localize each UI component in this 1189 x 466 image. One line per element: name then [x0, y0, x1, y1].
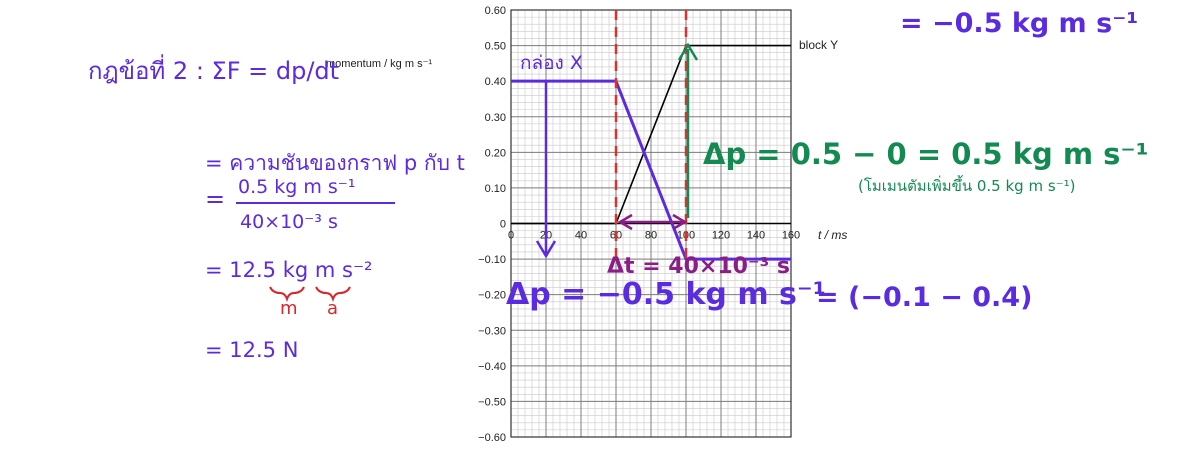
- slope-statement: = ความชันของกราฟ p กับ t: [205, 151, 465, 175]
- series-line-block-x: [511, 79, 791, 261]
- y-tick-label: −0.30: [478, 325, 506, 337]
- newton-step: = 12.5 N: [205, 338, 298, 362]
- y-tick-label: 0.30: [485, 112, 506, 124]
- purple-annotations: กล่อง X: [520, 52, 583, 259]
- fraction-denominator: 40×10⁻³ s: [240, 211, 338, 233]
- x-tick-label: 120: [712, 230, 730, 242]
- left-derivation: กฎข้อที่ 2 : ΣF = dp/dt = ความชันของกราฟ…: [88, 54, 465, 362]
- delta-t-text: Δt = 40×10⁻³ s: [607, 254, 790, 279]
- green-annotations: Δp = 0.5 − 0 = 0.5 kg m s⁻¹ (โมเมนตัมเพิ…: [677, 42, 1148, 218]
- legend-label-block-y: block Y: [799, 38, 838, 52]
- green-up-arrow-head: [677, 42, 699, 61]
- y-tick-label: −0.20: [478, 290, 506, 302]
- series-line-block-y: [511, 44, 791, 225]
- x-tick-label: 140: [747, 230, 765, 242]
- x-axis-label: t / ms: [818, 228, 847, 242]
- purple-down-arrow-head: [535, 240, 557, 259]
- green-delta-p: Δp = 0.5 − 0 = 0.5 kg m s⁻¹: [703, 137, 1148, 171]
- x-tick-label: 40: [575, 230, 587, 242]
- momentum-time-chart: 0.600.500.400.300.200.100−0.10−0.20−0.30…: [326, 5, 847, 444]
- x-tick-label: 80: [645, 230, 657, 242]
- fraction-numerator: 0.5 kg m s⁻¹: [238, 176, 355, 198]
- y-tick-label: −0.50: [478, 396, 506, 408]
- y-tick-label: 0.60: [485, 5, 506, 17]
- y-tick-label: 0.40: [485, 76, 506, 88]
- acceleration-step: = 12.5 kg m s⁻²: [205, 258, 372, 282]
- series-layer: [511, 44, 791, 261]
- label-a: a: [327, 298, 338, 319]
- y-tick-label: −0.40: [478, 361, 506, 373]
- label-m: m: [280, 298, 298, 319]
- x-tick-label: 160: [782, 230, 800, 242]
- marker-lines: [614, 10, 688, 260]
- y-tick-label: 0.10: [485, 183, 506, 195]
- top-right-result: = −0.5 kg m s⁻¹: [900, 8, 1138, 39]
- law-title: กฎข้อที่ 2 : ΣF = dp/dt: [88, 54, 339, 85]
- delta-t-annotation: Δt = 40×10⁻³ s Δp = −0.5 kg m s⁻¹ = (−0.…: [506, 213, 1032, 313]
- tick-labels: 0.600.500.400.300.200.100−0.10−0.20−0.30…: [478, 5, 800, 444]
- block-x-label: กล่อง X: [520, 52, 583, 74]
- y-tick-label: −0.60: [478, 432, 506, 444]
- y-tick-label: 0: [500, 219, 506, 231]
- y-axis-label: momentum / kg m s⁻¹: [326, 58, 432, 70]
- y-tick-label: 0.20: [485, 147, 506, 159]
- x-tick-label: 0: [508, 230, 514, 242]
- green-note: (โมเมนตัมเพิ่มขึ้น 0.5 kg m s⁻¹): [858, 175, 1075, 195]
- purple-delta-p: Δp = −0.5 kg m s⁻¹: [506, 277, 826, 312]
- y-tick-label: 0.50: [485, 41, 506, 53]
- y-tick-label: −0.10: [478, 254, 506, 266]
- brace-m: [269, 286, 305, 303]
- delta-t-arrow-right-head: [672, 213, 688, 231]
- delta-t-arrow-left-head: [617, 213, 633, 231]
- svg-text:=: =: [205, 185, 225, 213]
- brace-a: [315, 286, 351, 303]
- purple-delta-p-tail: = (−0.1 − 0.4): [816, 282, 1032, 313]
